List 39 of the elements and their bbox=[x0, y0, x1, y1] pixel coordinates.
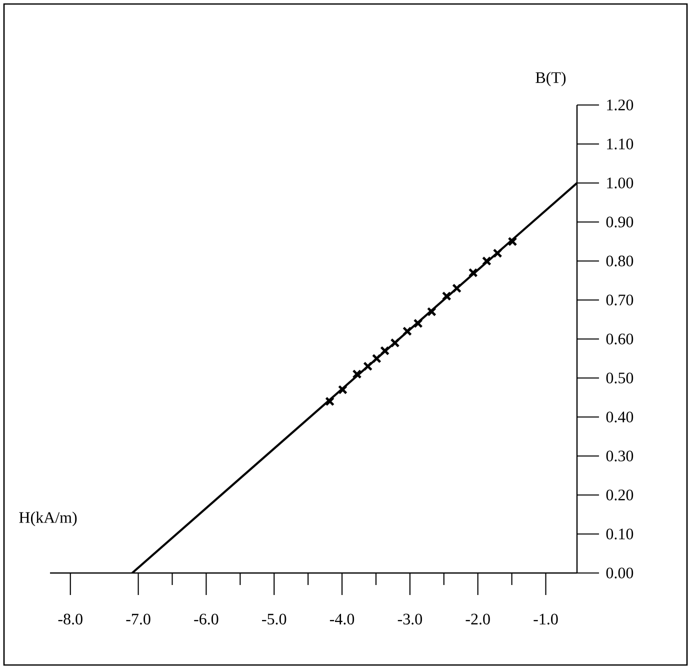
y-tick-label: 1.00 bbox=[607, 178, 634, 188]
y-axis-title: B(T) bbox=[536, 72, 566, 86]
point bbox=[508, 236, 518, 246]
x-tick-label: -8.0 bbox=[58, 614, 82, 625]
y-tick-label: 0.80 bbox=[606, 256, 634, 266]
y-tick-label: 0.60 bbox=[606, 334, 634, 344]
x-tick-label: -3.0 bbox=[398, 614, 422, 625]
point bbox=[352, 369, 362, 379]
y-tick-label: 0.20 bbox=[606, 490, 634, 500]
y-tick-label: 1.20 bbox=[607, 100, 634, 110]
y-tick-label: 0.70 bbox=[606, 294, 634, 306]
point bbox=[452, 284, 462, 294]
point bbox=[363, 362, 373, 372]
x-tick-label: -7.0 bbox=[126, 614, 150, 625]
point bbox=[482, 256, 492, 266]
point bbox=[380, 346, 390, 356]
x-tick-label: -1.0 bbox=[534, 614, 558, 625]
point bbox=[442, 291, 452, 301]
point bbox=[492, 248, 502, 258]
y-tick-label: 0.10 bbox=[606, 528, 634, 540]
point bbox=[390, 338, 400, 348]
y-tick-label: 0.90 bbox=[606, 216, 634, 228]
point bbox=[325, 396, 335, 406]
point bbox=[372, 354, 382, 364]
x-tick-label: -6.0 bbox=[194, 614, 218, 625]
point bbox=[426, 306, 436, 316]
y-tick-label: 1.10 bbox=[607, 138, 634, 150]
point bbox=[402, 326, 412, 336]
y-tick-label: 0.50 bbox=[606, 372, 634, 384]
point bbox=[338, 384, 348, 394]
x-tick-label: -4.0 bbox=[330, 614, 354, 625]
point bbox=[413, 318, 423, 328]
x-tick-label: -5.0 bbox=[262, 614, 286, 625]
y-tick-label: 0.00 bbox=[606, 568, 634, 578]
point bbox=[468, 268, 478, 278]
y-tick-label: 0.30 bbox=[606, 450, 634, 462]
x-tick-label: -2.0 bbox=[466, 614, 490, 625]
x-axis-title: H(kA/m) bbox=[19, 512, 77, 526]
y-tick-label: 0.40 bbox=[606, 412, 634, 422]
